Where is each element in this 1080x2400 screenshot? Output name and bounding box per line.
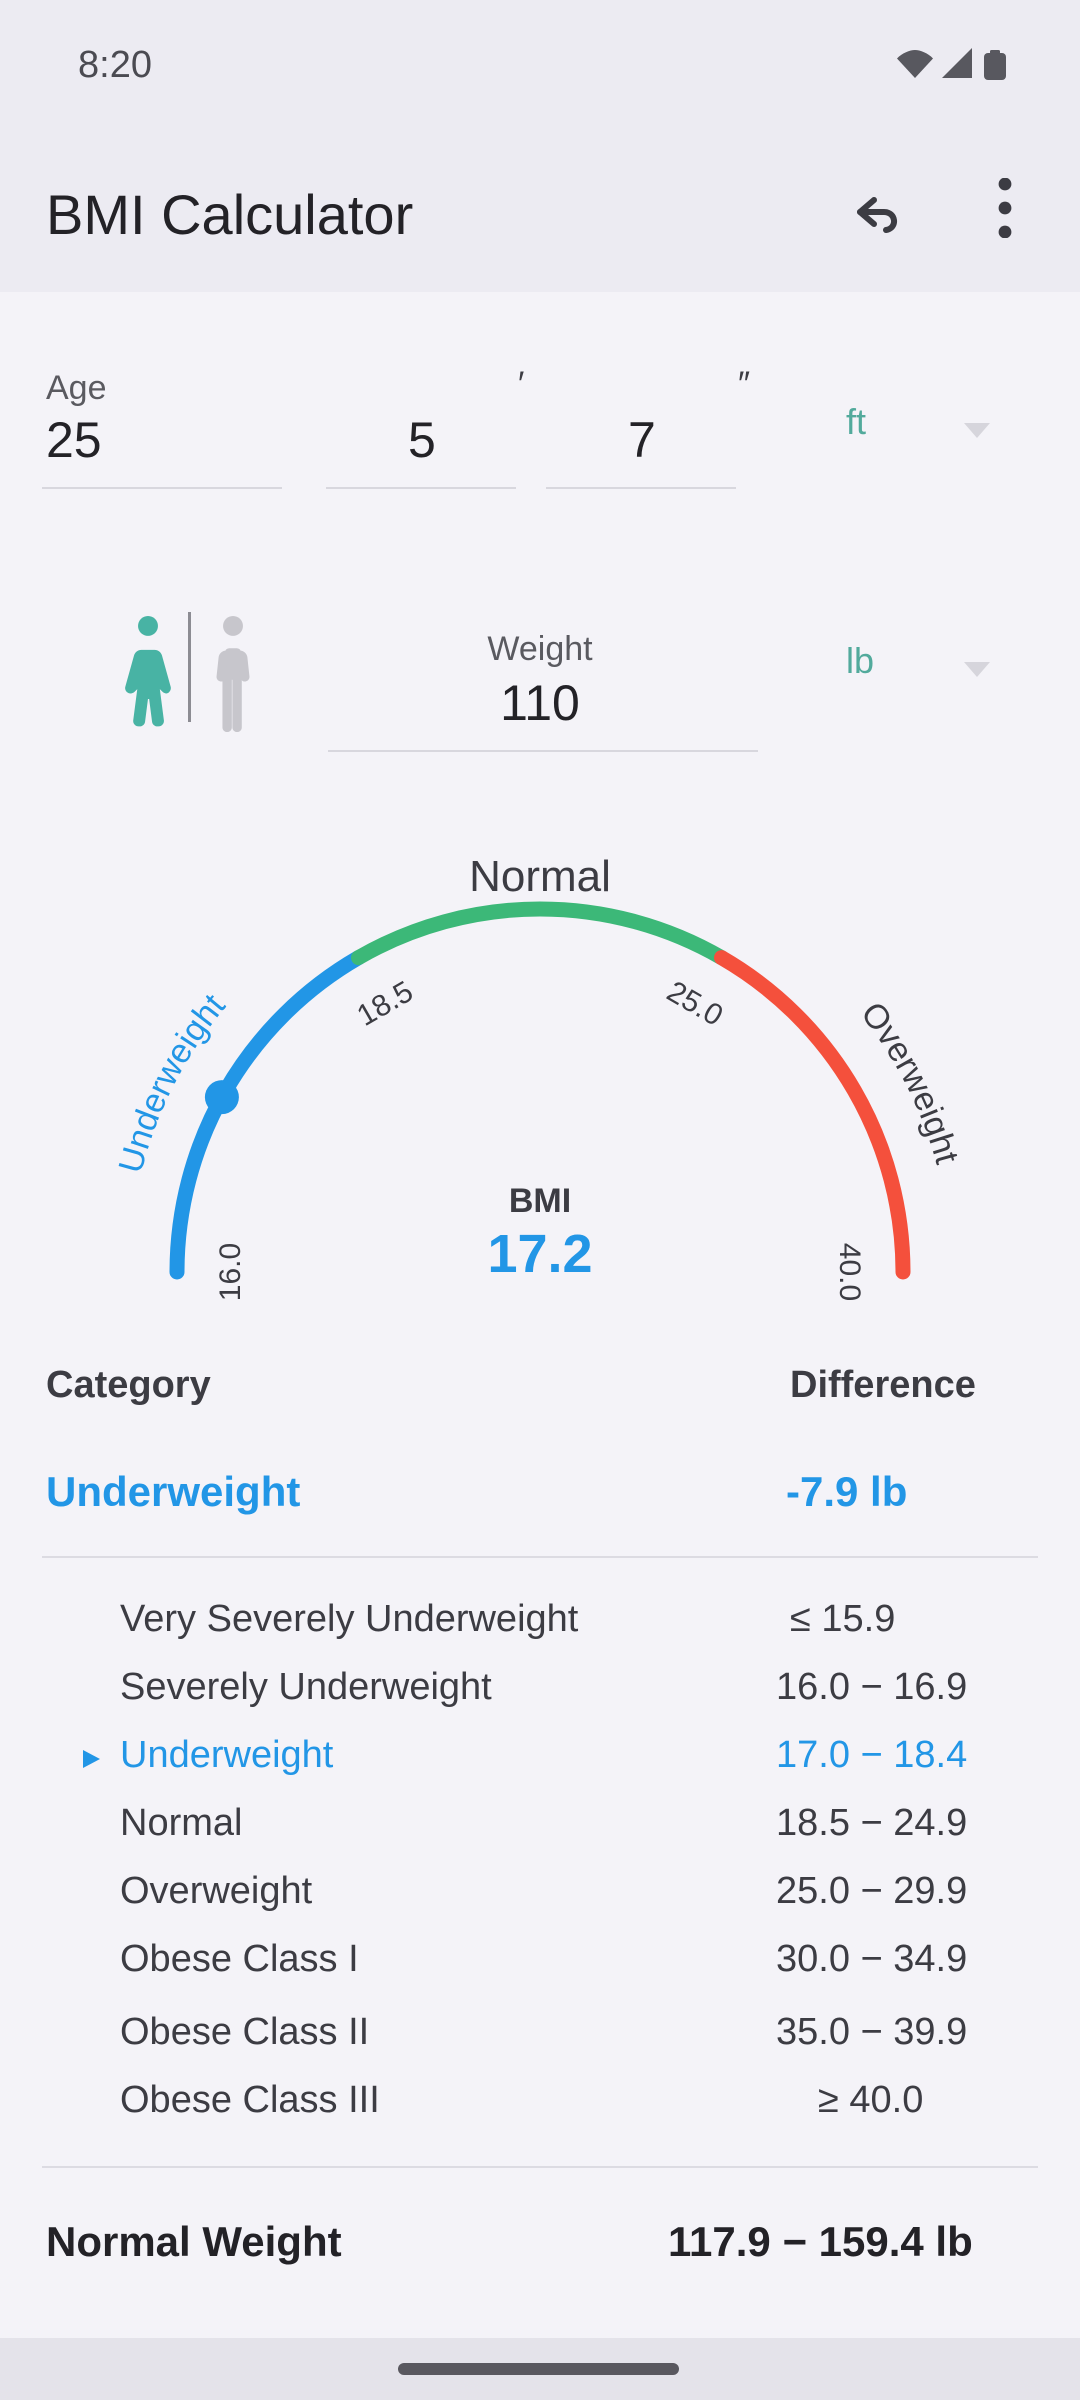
svg-text:25.0: 25.0 (661, 975, 728, 1033)
svg-text:16.0: 16.0 (214, 1243, 247, 1301)
svg-text:40.0: 40.0 (833, 1243, 866, 1301)
svg-text:Normal: Normal (469, 852, 611, 901)
svg-text:18.5: 18.5 (352, 975, 419, 1033)
svg-text:17.2: 17.2 (487, 1224, 592, 1284)
svg-text:Overweight: Overweight (853, 995, 966, 1168)
svg-text:BMI: BMI (509, 1182, 571, 1220)
